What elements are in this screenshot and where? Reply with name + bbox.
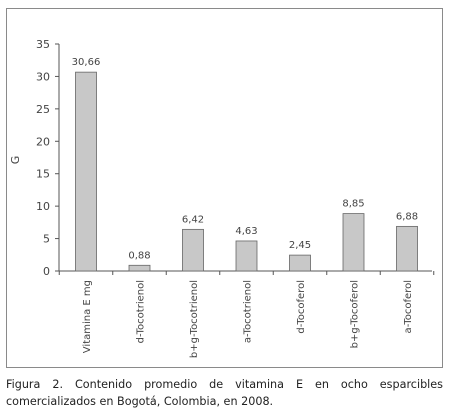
bar: [235, 240, 258, 272]
y-tick-label: 10: [36, 200, 50, 213]
x-tick-label: Vitamina E mg: [82, 280, 93, 353]
y-tick-label: 0: [43, 265, 50, 278]
caption-text: Contenido promedio de vitamina E en ocho…: [6, 378, 443, 408]
figure-caption: Figura 2. Contenido promedio de vitamina…: [6, 376, 443, 410]
bar-value-label: 0,88: [128, 250, 150, 261]
bar-value-label: 4,63: [235, 226, 257, 237]
y-tick-label: 30: [36, 70, 50, 83]
x-tick-label: a-Tocotrienol: [243, 280, 254, 343]
bar-value-label: 8,85: [342, 199, 364, 210]
y-tick-label: 25: [36, 103, 50, 116]
x-tick-label: a-Tocoferol: [403, 280, 414, 333]
bar: [342, 213, 365, 272]
bar-value-label: 6,88: [396, 211, 418, 222]
bar-value-label: 2,45: [289, 240, 311, 251]
y-tick-label: 35: [36, 38, 50, 51]
x-tick-label: b+g-Tocotrienol: [189, 280, 200, 358]
y-tick-label: 5: [43, 233, 50, 246]
bar: [182, 228, 204, 272]
y-axis-label: G: [9, 156, 22, 165]
y-tick-label: 20: [36, 135, 50, 148]
y-tick-label: 15: [36, 168, 50, 181]
x-tick-label: b+g-Tocoferol: [350, 280, 361, 348]
bar: [75, 71, 97, 272]
chart-frame: 0 5 10 15 20 25 30 35 G 30,66 Vitamina E mg 0,88 d-T…: [6, 8, 443, 368]
bar-value-label: 30,66: [72, 57, 101, 68]
bar: [396, 225, 418, 272]
bar-chart: 0 5 10 15 20 25 30 35 G 30,66 Vitamina E mg 0,88 d-T…: [9, 38, 435, 358]
x-tick-label: d-Tocotrienol: [136, 280, 147, 343]
bar-value-label: 6,42: [182, 214, 204, 225]
x-tick-label: d-Tocoferol: [296, 280, 307, 334]
bar: [289, 254, 311, 272]
caption-label: Figura 2.: [6, 378, 63, 391]
bar: [128, 264, 151, 272]
